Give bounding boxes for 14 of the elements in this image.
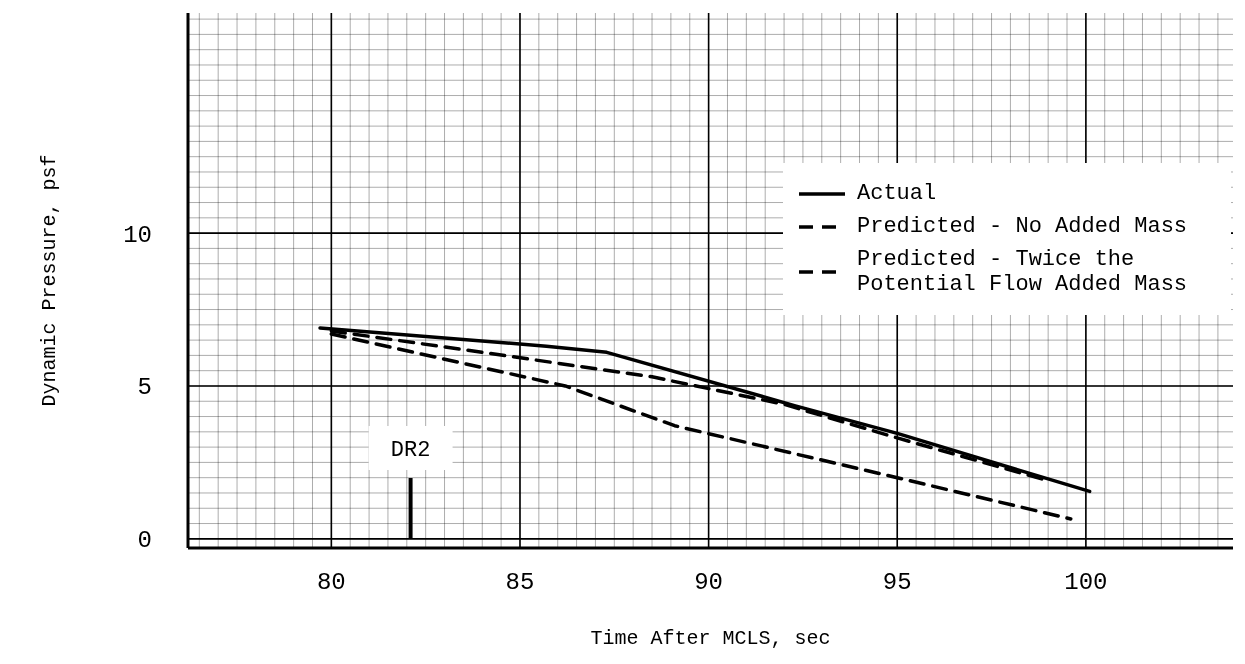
y-tick-label: 10	[123, 221, 152, 249]
y-tick-label: 5	[137, 374, 152, 402]
x-tick-label: 85	[505, 569, 535, 597]
legend-label: Actual	[857, 181, 937, 206]
x-axis-title: Time After MCLS, sec	[590, 627, 831, 650]
x-tick-label: 80	[316, 569, 346, 597]
x-tick-label: 95	[882, 569, 912, 597]
ref-line-label: DR2	[390, 438, 431, 463]
x-tick-label: 100	[1064, 569, 1108, 597]
y-axis-title: Dynamic Pressure, psf	[38, 154, 62, 407]
y-tick-label: 0	[137, 527, 152, 555]
legend-label: Predicted - Twice the Potential Flow Added Mass	[857, 247, 1189, 297]
legend-label: Predicted - No Added Mass	[857, 214, 1188, 239]
x-tick-label: 90	[694, 569, 724, 597]
